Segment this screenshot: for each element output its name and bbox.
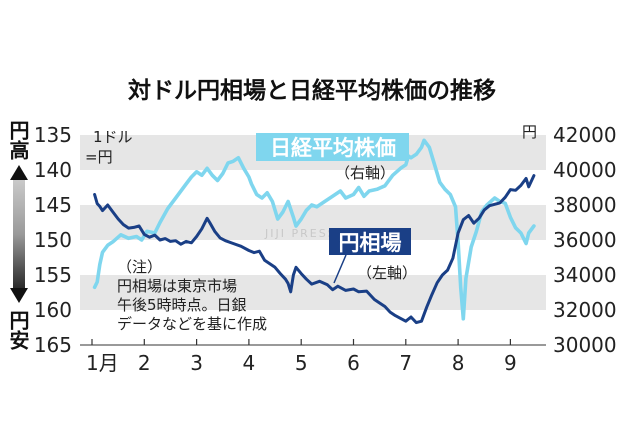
left-tick-label-1: 140 <box>34 158 72 182</box>
left-tick-label-4: 155 <box>34 263 72 287</box>
left-tick-label-3: 150 <box>34 228 72 252</box>
x-tick-label-4: 5 <box>295 351 308 375</box>
right-tick-label-3: 36000 <box>553 228 617 252</box>
right-tick-label-6: 30000 <box>553 333 617 357</box>
x-tick-label-3: 4 <box>243 351 256 375</box>
band-2 <box>80 205 546 240</box>
up-arrow-icon <box>10 165 28 180</box>
yen-label-box <box>329 228 411 255</box>
left-axis-ticks: 135 140 145 150 155 160 165 <box>34 123 72 357</box>
right-axis-ticks: 42000 40000 38000 36000 34000 32000 30000 <box>553 123 617 357</box>
watermark: JIJI PRESS <box>264 227 337 240</box>
note-line-3: データなどを基に作成 <box>117 315 267 333</box>
stock-label-text: 日経平均株価 <box>270 136 396 160</box>
right-unit-label: 円 <box>522 123 537 141</box>
left-axis-bottom-label: 円安 <box>6 310 30 351</box>
left-unit-label-1: 1ドル <box>93 128 133 146</box>
right-tick-label-2: 38000 <box>553 193 617 217</box>
right-tick-label-4: 34000 <box>553 263 617 287</box>
x-tick-label-2: 3 <box>190 351 203 375</box>
stock-series-label: 日経平均株価 <box>256 133 409 161</box>
x-tick-label-6: 7 <box>399 351 412 375</box>
yen-series-line <box>93 174 536 325</box>
yen-axis-note: （左軸） <box>357 264 417 282</box>
x-tick-label-7: 8 <box>452 351 465 375</box>
yen-label-leader <box>333 254 347 284</box>
x-tick-label-0: 1月 <box>86 351 119 375</box>
note-line-2: 午後5時時点。日銀 <box>117 296 247 314</box>
left-unit-label-2: =円 <box>85 148 113 166</box>
right-tick-label-1: 40000 <box>553 158 617 182</box>
arrow-gradient-bar <box>13 180 25 288</box>
x-tick-label-8: 9 <box>504 351 517 375</box>
left-tick-label-0: 135 <box>34 123 72 147</box>
down-arrow-icon <box>10 288 28 303</box>
stock-label-box <box>256 133 409 161</box>
yen-label-text: 円相場 <box>339 231 402 255</box>
left-tick-label-5: 160 <box>34 298 72 322</box>
x-tick-label-1: 2 <box>138 351 151 375</box>
left-tick-label-2: 145 <box>34 193 72 217</box>
left-axis-top-label: 円高 <box>6 120 30 160</box>
series-layer <box>92 138 536 325</box>
band-4 <box>80 275 546 310</box>
stock-axis-note: （右軸） <box>335 164 395 182</box>
right-tick-label-5: 32000 <box>553 298 617 322</box>
x-tick-label-5: 6 <box>347 351 360 375</box>
note-line-1: 円相場は東京市場 <box>117 277 237 295</box>
chart-title: 対ドル円相場と日経平均株価の推移 <box>128 77 496 104</box>
yen-series-label: 円相場 <box>329 228 411 284</box>
note-line-0: （注） <box>117 258 162 276</box>
left-tick-label-6: 165 <box>34 333 72 357</box>
right-tick-label-0: 42000 <box>553 123 617 147</box>
chart-note: （注） 円相場は東京市場 午後5時時点。日銀 データなどを基に作成 <box>117 258 267 333</box>
stock-series-line <box>92 138 536 321</box>
x-axis-ticks: 1月 2 3 4 5 6 7 8 9 <box>80 339 546 375</box>
